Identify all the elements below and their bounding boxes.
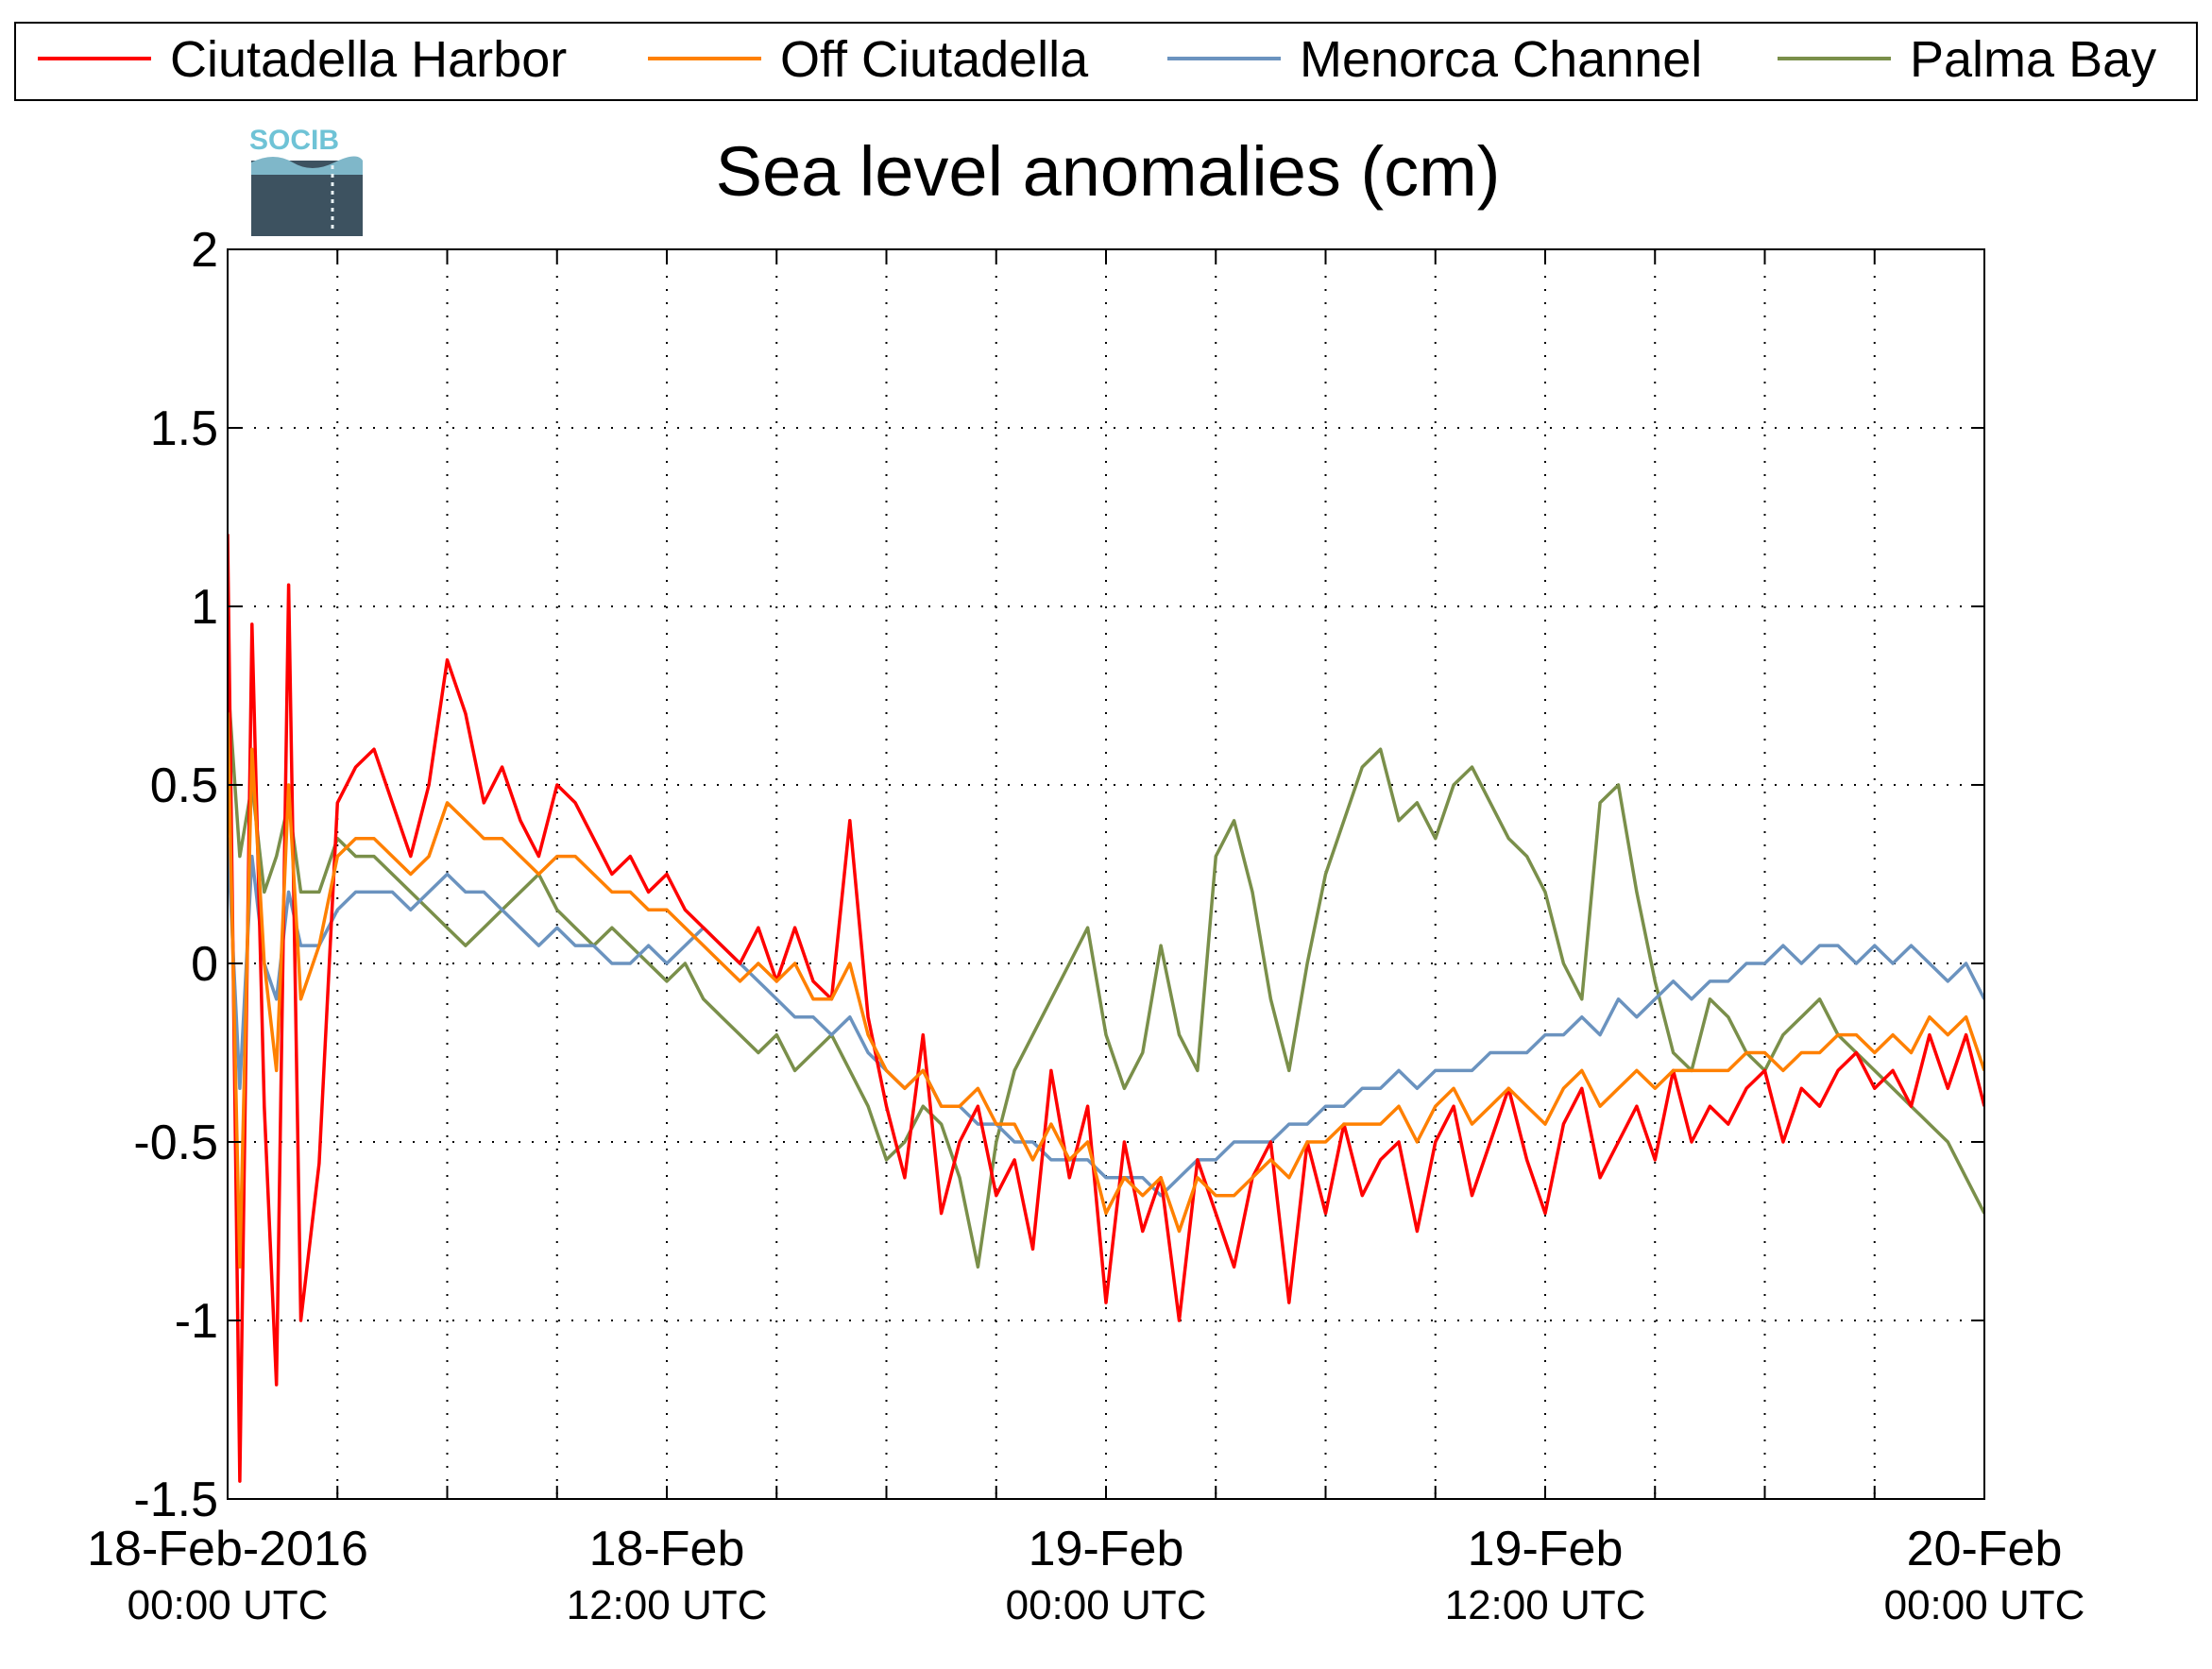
- y-axis: -1.5 -1 -0.5 0 0.5 1 1.5 2: [133, 223, 1984, 1527]
- x-axis: 18-Feb-2016 00:00 UTC 18-Feb 12:00 UTC 19-Fe…: [87, 249, 2084, 1628]
- legend: Ciutadella Harbor Off Ciutadella Menorca C…: [14, 22, 2198, 101]
- x-tick-label-date: 20-Feb: [1907, 1522, 2063, 1576]
- grid: [228, 249, 1984, 1499]
- x-tick-label-date: 19-Feb: [1468, 1522, 1624, 1576]
- y-tick-label: 1.5: [150, 401, 218, 456]
- x-tick-label-time: 12:00 UTC: [567, 1582, 768, 1628]
- y-tick-label: 0.5: [150, 758, 218, 813]
- series-line-menorca-channel: [228, 836, 1984, 1198]
- series-line-ciutadella-harbor: [228, 533, 1984, 1483]
- x-tick-label-date: 19-Feb: [1029, 1522, 1184, 1576]
- y-tick-label: 0: [191, 937, 218, 992]
- series-line-off-ciutadella: [228, 711, 1984, 1269]
- y-tick-label: -1.5: [133, 1473, 218, 1527]
- legend-label: Off Ciutadella: [780, 31, 1089, 88]
- x-tick-label-time: 00:00 UTC: [1006, 1582, 1207, 1628]
- x-tick-label-date: 18-Feb: [589, 1522, 745, 1576]
- logo-wave-crest: [251, 156, 363, 175]
- series-line-palma-bay: [228, 675, 1984, 1269]
- series-layer: [228, 533, 1984, 1483]
- legend-label: Palma Bay: [1910, 31, 2156, 88]
- x-tick-label-date: 18-Feb-2016: [87, 1522, 368, 1576]
- chart-title: Sea level anomalies (cm): [716, 132, 1501, 211]
- legend-label: Menorca Channel: [1300, 31, 1702, 88]
- x-tick-label-time: 12:00 UTC: [1445, 1582, 1646, 1628]
- y-tick-label: 2: [191, 223, 218, 278]
- y-tick-label: -1: [175, 1294, 218, 1349]
- legend-box: [14, 22, 2198, 101]
- x-tick-label-time: 00:00 UTC: [1884, 1582, 2085, 1628]
- x-tick-label-time: 00:00 UTC: [128, 1582, 329, 1628]
- y-tick-label: 1: [191, 580, 218, 635]
- legend-label: Ciutadella Harbor: [170, 31, 567, 88]
- plot-frame: [227, 248, 1985, 1500]
- logo-text: SOCIB: [249, 125, 339, 156]
- y-tick-label: -0.5: [133, 1116, 218, 1170]
- socib-logo: SOCIB: [249, 125, 363, 236]
